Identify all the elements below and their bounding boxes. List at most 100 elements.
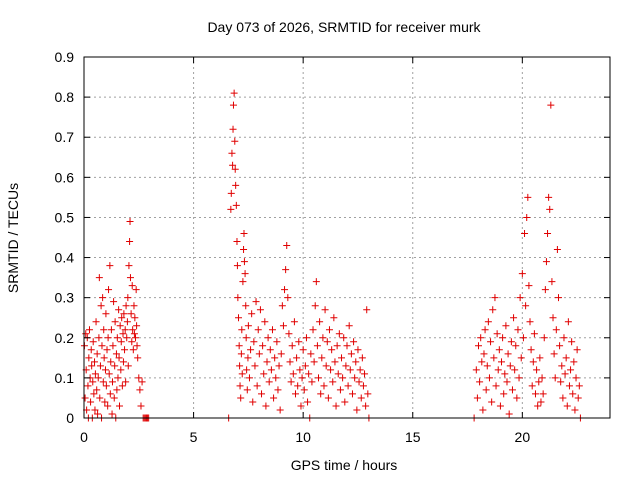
data-point bbox=[513, 394, 521, 402]
data-point bbox=[355, 378, 363, 386]
data-point bbox=[243, 366, 251, 374]
data-point bbox=[240, 229, 248, 237]
data-point bbox=[330, 314, 338, 322]
data-point bbox=[475, 342, 482, 350]
data-point bbox=[558, 362, 566, 370]
data-point bbox=[262, 402, 270, 410]
data-point bbox=[242, 302, 250, 310]
data-point bbox=[527, 346, 535, 354]
data-point bbox=[286, 358, 294, 366]
data-point bbox=[344, 382, 352, 390]
data-point bbox=[553, 246, 561, 254]
data-point bbox=[264, 334, 272, 342]
data-point bbox=[549, 314, 557, 322]
data-point bbox=[507, 338, 515, 346]
data-point bbox=[569, 390, 577, 398]
data-point bbox=[113, 334, 121, 342]
data-point bbox=[240, 246, 248, 254]
data-point bbox=[492, 382, 500, 390]
data-point bbox=[340, 334, 348, 342]
data-point bbox=[359, 382, 367, 390]
data-point bbox=[242, 334, 250, 342]
data-point bbox=[107, 358, 115, 366]
data-point bbox=[504, 350, 512, 358]
data-point bbox=[512, 342, 520, 350]
data-point bbox=[317, 390, 325, 398]
data-point bbox=[510, 314, 518, 322]
data-point bbox=[522, 302, 530, 310]
data-point bbox=[114, 374, 122, 382]
data-point bbox=[477, 334, 485, 342]
data-point bbox=[358, 354, 366, 362]
data-point bbox=[310, 358, 318, 366]
data-point bbox=[570, 358, 578, 366]
data-point bbox=[115, 354, 123, 362]
data-point bbox=[301, 362, 309, 370]
data-point bbox=[130, 330, 138, 338]
data-point bbox=[100, 326, 108, 334]
data-point bbox=[90, 390, 98, 398]
data-point bbox=[275, 362, 283, 370]
data-point bbox=[272, 374, 280, 382]
data-point bbox=[103, 346, 111, 354]
data-point bbox=[312, 278, 320, 286]
data-point bbox=[106, 390, 114, 398]
data-point bbox=[480, 350, 488, 358]
data-point bbox=[530, 330, 538, 338]
data-point bbox=[108, 378, 116, 386]
data-point bbox=[245, 374, 253, 382]
data-point bbox=[251, 362, 259, 370]
data-point bbox=[113, 386, 121, 394]
data-point bbox=[339, 374, 347, 382]
data-point bbox=[488, 398, 496, 406]
data-point bbox=[123, 334, 131, 342]
data-point bbox=[325, 326, 333, 334]
data-point bbox=[538, 374, 546, 382]
data-point bbox=[362, 402, 370, 410]
data-point bbox=[239, 278, 247, 286]
data-point bbox=[248, 310, 256, 318]
data-point bbox=[308, 378, 316, 386]
data-point bbox=[116, 402, 124, 410]
data-point bbox=[267, 366, 275, 374]
data-point bbox=[511, 366, 519, 374]
data-point bbox=[88, 362, 96, 370]
x-tick-label: 20 bbox=[515, 429, 531, 445]
data-point bbox=[297, 402, 305, 410]
data-point bbox=[263, 358, 271, 366]
data-point bbox=[102, 310, 110, 318]
data-point bbox=[87, 346, 95, 354]
x-axis-label: GPS time / hours bbox=[291, 457, 398, 473]
data-point bbox=[129, 346, 137, 354]
data-point bbox=[561, 370, 569, 378]
data-point bbox=[253, 382, 261, 390]
data-point bbox=[85, 354, 93, 362]
data-point bbox=[91, 358, 99, 366]
data-point bbox=[293, 354, 301, 362]
y-tick-label: 0.5 bbox=[55, 209, 75, 225]
data-point bbox=[296, 366, 304, 374]
data-point bbox=[247, 346, 255, 354]
data-point bbox=[82, 330, 90, 338]
data-point bbox=[288, 342, 296, 350]
data-point bbox=[99, 294, 107, 302]
data-point bbox=[352, 358, 360, 366]
data-point bbox=[536, 354, 544, 362]
data-point bbox=[499, 334, 507, 342]
data-point bbox=[284, 294, 292, 302]
data-point bbox=[260, 370, 268, 378]
data-point bbox=[299, 346, 307, 354]
data-point bbox=[565, 382, 573, 390]
data-point bbox=[228, 149, 236, 157]
data-point bbox=[276, 406, 284, 414]
data-point bbox=[554, 294, 562, 302]
data-point bbox=[329, 378, 337, 386]
data-point bbox=[130, 302, 138, 310]
tick-labels: 0 0.1 0.2 0.3 0.4 0.5 0.6 0.7 0.8 0.9 0 5 10 15 20 bbox=[55, 49, 531, 445]
data-point bbox=[322, 362, 330, 370]
data-point bbox=[96, 394, 104, 402]
data-point bbox=[529, 358, 537, 366]
data-point bbox=[495, 346, 503, 354]
data-point bbox=[126, 217, 134, 225]
